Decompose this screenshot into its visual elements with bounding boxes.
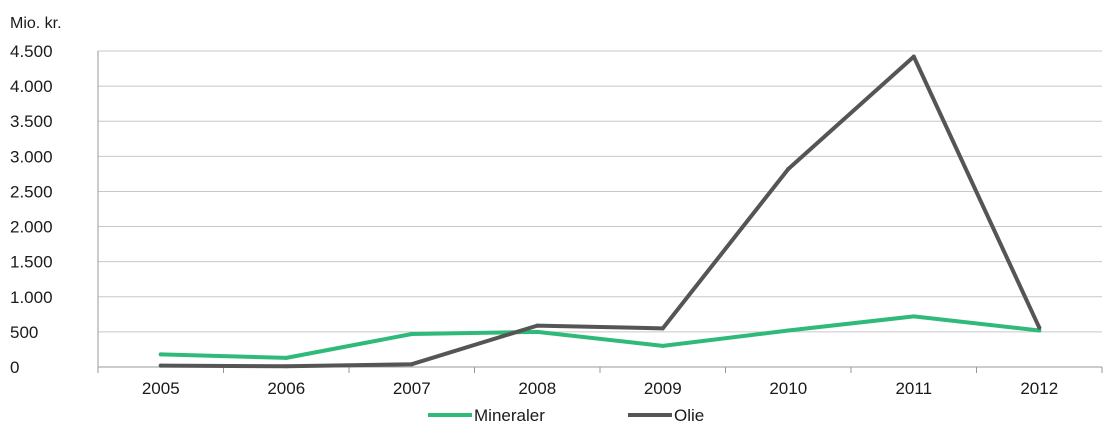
data-point-mineraler — [158, 352, 163, 357]
data-point-olie — [535, 323, 540, 328]
x-tick-label: 2012 — [1020, 379, 1058, 398]
x-tick-label: 2010 — [769, 379, 807, 398]
y-tick-label: 0 — [10, 358, 19, 377]
data-point-mineraler — [284, 355, 289, 360]
x-tick-label: 2009 — [644, 379, 682, 398]
legend-label-mineraler: Mineraler — [474, 406, 545, 425]
data-point-mineraler — [409, 331, 414, 336]
data-point-mineraler — [535, 329, 540, 334]
data-point-mineraler — [660, 343, 665, 348]
data-point-olie — [158, 363, 163, 368]
legend: Mineraler Olie — [428, 406, 704, 425]
data-point-olie — [911, 54, 916, 59]
data-point-olie — [284, 364, 289, 369]
y-tick-label: 2.500 — [10, 182, 53, 201]
y-tick-label: 3.000 — [10, 147, 53, 166]
y-tick-label: 500 — [10, 323, 38, 342]
x-tick-label: 2008 — [518, 379, 556, 398]
y-tick-label: 4.500 — [10, 42, 53, 61]
y-axis-tick-labels: 0 500 1.000 1.500 2.000 2.500 3.000 3.500 4.000 4… — [10, 42, 53, 377]
x-tick-label: 2006 — [267, 379, 305, 398]
x-axis: 2005 2006 2007 2008 2009 2010 2011 2012 — [97, 51, 1103, 398]
series-line-olie — [158, 54, 1042, 369]
series-line-mineraler — [158, 314, 1042, 360]
x-tick-label: 2005 — [142, 379, 180, 398]
y-tick-label: 2.000 — [10, 218, 53, 237]
data-point-olie — [786, 166, 791, 171]
y-tick-label: 3.500 — [10, 112, 53, 131]
gridlines — [98, 50, 1102, 333]
data-point-olie — [660, 326, 665, 331]
legend-label-olie: Olie — [674, 406, 704, 425]
data-point-mineraler — [786, 328, 791, 333]
data-point-mineraler — [911, 314, 916, 319]
data-point-olie — [1037, 325, 1042, 330]
y-tick-label: 4.000 — [10, 77, 53, 96]
series-lines — [158, 54, 1042, 369]
x-tick-label: 2011 — [895, 379, 932, 398]
y-axis-unit-label: Mio. kr. — [10, 15, 62, 32]
data-point-olie — [409, 362, 414, 367]
y-tick-label: 1.500 — [10, 253, 53, 272]
y-tick-label: 1.000 — [10, 288, 53, 307]
data-point-mineraler — [1037, 328, 1042, 333]
x-tick-label: 2007 — [393, 379, 431, 398]
